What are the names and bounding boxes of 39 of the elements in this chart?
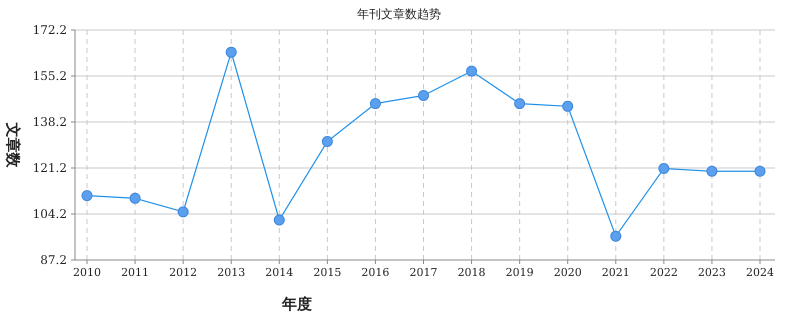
x-tick-label: 2019 <box>506 266 534 279</box>
x-tick-label: 2021 <box>602 266 630 279</box>
y-tick-label: 138.2 <box>32 115 67 129</box>
x-tick-label: 2017 <box>410 266 438 279</box>
x-tick-label: 2010 <box>73 266 101 279</box>
y-tick-label: 87.2 <box>40 253 67 267</box>
x-tick-label: 2016 <box>361 266 390 279</box>
point <box>370 98 381 110</box>
point <box>226 46 237 58</box>
point <box>562 100 574 112</box>
x-tick-label: 2024 <box>746 266 774 279</box>
point <box>514 98 526 110</box>
x-tick-label: 2011 <box>121 266 150 279</box>
point <box>274 214 285 226</box>
x-tick-label: 2020 <box>554 266 582 279</box>
y-tick-label: 172.2 <box>32 23 67 37</box>
point <box>178 206 189 218</box>
point <box>754 166 766 177</box>
x-tick-label: 2022 <box>650 266 678 279</box>
x-tick-label: 2014 <box>265 266 294 279</box>
y-tick-label: 121.2 <box>32 161 67 175</box>
point <box>322 136 333 147</box>
x-tick-label: 2023 <box>698 266 726 279</box>
point <box>610 230 622 242</box>
point <box>130 192 141 204</box>
y-tick-label: 155.2 <box>32 69 67 83</box>
x-tick-label: 2015 <box>313 266 342 279</box>
point <box>82 190 92 202</box>
chart-title: 年刊文章数趋势 <box>357 7 441 21</box>
y-axis-title: 文章数 <box>4 122 22 168</box>
point <box>658 163 670 174</box>
x-tick-label: 2018 <box>458 266 486 279</box>
point <box>466 66 478 77</box>
point <box>706 166 718 177</box>
y-tick-label: 104.2 <box>32 207 67 221</box>
x-tick-label: 2013 <box>217 266 246 279</box>
point <box>418 90 429 101</box>
x-axis-title: 年度 <box>281 295 312 313</box>
x-tick-label: 2012 <box>169 266 198 279</box>
